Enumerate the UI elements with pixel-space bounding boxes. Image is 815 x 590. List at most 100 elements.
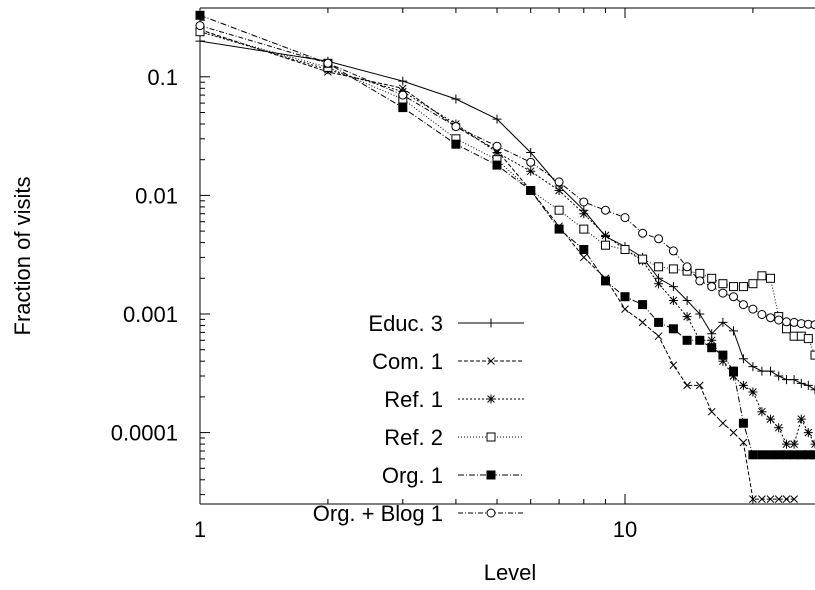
data-point: [774, 315, 784, 325]
data-point: [782, 450, 791, 460]
data-point: [774, 423, 784, 433]
data-point: [766, 450, 775, 460]
data-point: [796, 414, 806, 424]
data-point: [718, 279, 728, 289]
data-point: [451, 139, 461, 149]
data-point: [738, 354, 748, 364]
data-point: [579, 245, 589, 254]
legend-marker: [486, 470, 496, 480]
data-point: [620, 245, 630, 254]
data-point: [782, 495, 791, 503]
data-point: [323, 58, 333, 68]
data-point: [668, 282, 678, 292]
data-point: [654, 279, 664, 289]
legend-marker: [486, 432, 496, 442]
data-point: [766, 414, 775, 424]
data-point: [492, 114, 502, 124]
data-point: [526, 166, 536, 176]
data-point: [810, 350, 815, 360]
data-point: [682, 262, 692, 272]
series-line: [199, 40, 815, 391]
series-line: [199, 31, 815, 356]
data-point: [398, 103, 408, 113]
data-point: [803, 380, 813, 390]
data-point: [766, 495, 775, 503]
data-point: [579, 197, 589, 207]
plot-frame: [199, 7, 815, 505]
data-point: [766, 273, 775, 283]
data-point: [790, 495, 798, 503]
data-point: [748, 304, 758, 314]
data-point: [766, 313, 775, 323]
data-point: [601, 276, 610, 286]
legend-entry: Org. + Blog 1: [313, 501, 524, 526]
data-point: [774, 371, 784, 381]
legend-marker: [487, 357, 495, 365]
data-point: [683, 381, 691, 390]
data-point: [601, 230, 610, 240]
legend-entry: Org. 1: [382, 463, 524, 488]
data-point: [738, 300, 748, 310]
data-point: [695, 309, 705, 319]
data-point: [195, 21, 205, 31]
data-point: [451, 94, 461, 104]
data-point: [729, 366, 738, 376]
data-point: [774, 450, 784, 460]
data-point: [748, 387, 758, 397]
data-point: [492, 160, 502, 170]
data-point: [195, 10, 205, 20]
data-point: [729, 371, 738, 381]
data-point: [579, 224, 589, 234]
data-point: [757, 407, 767, 417]
data-point: [718, 288, 728, 298]
data-point: [803, 428, 813, 438]
y-axis-title: Fraction of visits: [10, 177, 35, 336]
data-point: [739, 438, 748, 447]
data-point: [695, 268, 705, 278]
legend: Educ. 3 Com. 1 Ref. 1 Ref. 2 Org. 1 Org. + Bl…: [313, 311, 524, 526]
data-point: [810, 385, 815, 395]
data-point: [738, 418, 748, 428]
series-ref-2: [195, 27, 815, 360]
legend-label: Ref. 1: [384, 387, 443, 412]
data-point: [195, 36, 205, 46]
data-point: [601, 205, 610, 215]
data-point: [554, 186, 564, 195]
data-point: [579, 253, 588, 262]
data-point: [757, 271, 767, 281]
data-point: [654, 332, 663, 341]
data-point: [729, 326, 738, 336]
data-point: [554, 205, 564, 215]
data-point: [810, 450, 815, 460]
legend-marker: [486, 394, 496, 404]
data-point: [718, 356, 728, 366]
data-point: [654, 262, 664, 272]
legend-marker: [486, 318, 496, 328]
data-point: [668, 324, 678, 334]
data-point: [757, 450, 767, 460]
data-point: [749, 495, 757, 503]
data-point: [782, 317, 791, 327]
series-com-1: [196, 25, 798, 503]
data-point: [620, 292, 630, 302]
data-point: [526, 148, 536, 157]
data-point: [748, 279, 758, 289]
data-point: [757, 366, 767, 376]
series-educ-3: [195, 36, 815, 395]
data-point: [707, 407, 716, 416]
data-point: [757, 310, 767, 319]
legend-label: Ref. 2: [384, 425, 443, 450]
data-point: [803, 334, 813, 344]
data-point: [810, 320, 815, 330]
series-line: [199, 14, 815, 456]
data-point: [782, 375, 791, 385]
data-point: [748, 450, 758, 460]
series-layer: [195, 10, 815, 503]
data-point: [579, 209, 589, 219]
data-point: [554, 224, 564, 234]
data-point: [719, 419, 727, 428]
data-point: [601, 240, 610, 250]
data-point: [669, 361, 678, 370]
data-point: [766, 366, 775, 376]
data-point: [638, 300, 648, 310]
